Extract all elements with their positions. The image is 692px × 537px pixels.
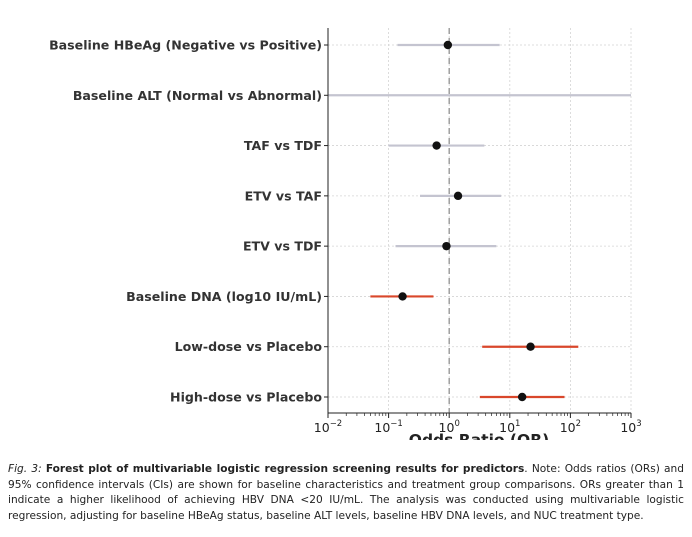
row-label-3: ETV vs TAF [245, 188, 322, 203]
caption-lead: Fig. 3: [8, 463, 42, 475]
or-point-0 [443, 40, 453, 50]
row-label-5: Baseline DNA (log10 IU/mL) [126, 289, 322, 304]
x-tick-base-1: 10 [374, 420, 390, 435]
row-label-4: ETV vs TDF [243, 239, 322, 254]
odds-ratio-points [398, 40, 535, 402]
or-point-5 [398, 292, 407, 301]
axes [324, 28, 632, 418]
or-point-2 [432, 141, 441, 150]
x-tick-base-0: 10 [314, 420, 330, 435]
x-tick-base-5: 10 [620, 420, 636, 435]
x-tick-label-0: 10−2 [314, 419, 342, 435]
x-axis-label: Odds Ratio (OR) [409, 431, 549, 440]
x-tick-label-1: 10−1 [374, 419, 402, 435]
or-point-3 [453, 191, 463, 201]
x-tick-exponent-0: −2 [330, 419, 343, 429]
x-tick-exponent-5: 3 [636, 419, 641, 429]
row-label-1: Baseline ALT (Normal vs Abnormal) [73, 88, 322, 103]
x-tick-base-2: 10 [439, 420, 455, 435]
row-label-0: Baseline HBeAg (Negative vs Positive) [49, 38, 322, 53]
row-label-6: Low-dose vs Placebo [175, 339, 323, 354]
x-tick-base-4: 10 [560, 420, 576, 435]
x-tick-labels: 10−2 10−1 100 101 102 103 [314, 419, 642, 435]
or-point-6 [526, 342, 535, 351]
caption-body: . Note: Odds ratios (ORs) and 95% confid… [8, 463, 684, 522]
x-tick-exponent-4: 2 [576, 419, 581, 429]
caption-title: Forest plot of multivariable logistic re… [45, 463, 525, 475]
x-tick-exponent-2: 0 [454, 419, 459, 429]
forest-plot: Baseline HBeAg (Negative vs Positive) Bas… [49, 28, 642, 440]
confidence-intervals [328, 43, 631, 399]
figure-caption: Fig. 3: Forest plot of multivariable log… [8, 462, 684, 524]
or-point-4 [442, 241, 451, 251]
grid-lines [327, 28, 632, 413]
x-tick-label-4: 102 [560, 419, 581, 435]
x-tick-label-3: 101 [499, 419, 520, 435]
x-tick-exponent-3: 1 [515, 419, 520, 429]
x-tick-exponent-1: −1 [390, 419, 403, 429]
row-label-2: TAF vs TDF [244, 138, 322, 153]
x-tick-label-5: 103 [620, 419, 641, 435]
row-label-7: High-dose vs Placebo [170, 390, 322, 405]
x-tick-label-2: 100 [439, 419, 460, 435]
row-labels: Baseline HBeAg (Negative vs Positive) Bas… [49, 38, 322, 405]
or-point-7 [517, 392, 527, 402]
x-tick-base-3: 10 [499, 420, 515, 435]
